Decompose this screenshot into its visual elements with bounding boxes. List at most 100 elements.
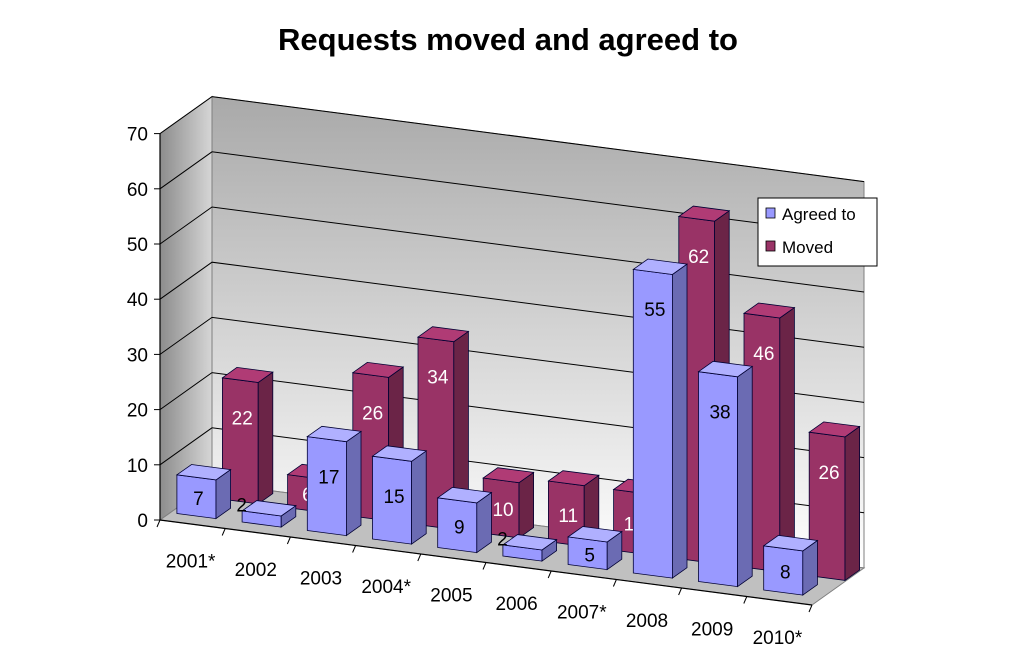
bar-top [221,366,274,383]
bar-top [808,421,861,438]
bar [808,421,861,582]
bar [175,464,232,520]
data-label: 34 [427,368,449,389]
bar-top [697,360,754,378]
bar-side [672,263,688,579]
legend: Agreed to Moved [757,197,878,267]
y-tick-label: 0 [137,511,148,532]
legend-box [757,197,878,267]
x-tick-mark [612,579,617,587]
y-tick-label: 60 [127,180,148,201]
chart-title: Requests moved and agreed to [278,22,738,57]
bar [221,366,274,505]
data-label: 2 [497,530,508,551]
data-label: 7 [193,489,204,510]
bar [436,486,493,554]
bar-top [501,534,558,551]
bar-side [345,430,362,537]
x-tick-mark [417,553,422,562]
bar-top [371,445,428,462]
bar-top [241,500,297,517]
bars: 226263410111162462672171592555388 [175,205,861,596]
bar [697,360,754,588]
y-tick-label: 40 [127,290,148,311]
x-category-label: 2005 [430,585,472,606]
bar [416,326,470,531]
legend-swatch [765,207,776,219]
x-category-label: 2002 [235,560,277,581]
data-label: 15 [383,487,404,508]
x-tick-mark [547,570,552,579]
x-category-label: 2006 [495,594,537,615]
bar-top [742,302,796,319]
bar-top [762,534,819,552]
y-tick-label: 10 [127,456,148,477]
bar-side [779,306,795,573]
data-label: 55 [644,300,665,321]
x-tick-mark [482,562,487,570]
data-label: 22 [232,408,253,429]
x-category-label: 2008 [626,611,668,632]
data-label: 46 [753,344,774,365]
y-tick-label: 70 [127,125,148,146]
bar [547,470,600,548]
x-category-label: 2010* [753,628,803,649]
x-category-label: 2007* [557,602,607,623]
bar-top [547,470,600,487]
bar-side [737,365,753,588]
bar-side [844,425,860,582]
gridline [159,151,865,238]
bar [371,445,428,545]
legend-label: Agreed to [782,205,856,224]
y-tick-label: 20 [127,401,148,422]
x-tick-mark [808,604,813,613]
bar [482,467,535,539]
bar-top [677,205,731,222]
data-label: 38 [709,402,730,423]
bar-top [482,467,535,484]
bar-top [351,361,405,378]
side-wall [159,95,213,521]
bar [501,534,558,562]
bar-top [567,526,623,543]
data-label: 62 [688,247,709,268]
bar [632,258,689,579]
bar-top [436,486,493,504]
x-tick-mark [156,519,161,528]
bar-side [518,471,534,539]
y-tick-label: 30 [127,345,148,366]
x-tick-mark [743,596,748,604]
x-category-label: 2009 [691,619,733,640]
bar-top [175,464,232,481]
bar [742,302,796,573]
bar [762,534,819,596]
data-label: 11 [558,506,578,527]
data-label: 5 [584,545,595,566]
y-tick-label: 50 [127,235,148,256]
x-tick-mark [286,536,291,545]
data-label: 17 [318,467,339,488]
bar-top [306,425,363,443]
data-label: 26 [818,463,839,484]
bar [306,425,363,537]
bar [567,526,623,571]
data-label: 9 [454,517,465,538]
x-category-label: 2001* [166,551,216,572]
legend-label: Moved [782,238,833,257]
bar-side [257,371,274,505]
bar [241,500,297,528]
x-category-label: 2003 [300,568,342,589]
x-tick-mark [221,528,226,536]
gridline [159,96,865,183]
axes: 0 10 20 30 40 50 60 70 2001* 2002 2003 2004* 2005 200… [127,125,813,649]
data-label: 8 [780,563,791,584]
bar-side [411,450,427,545]
data-label: 26 [362,403,383,424]
bar-top [632,258,689,275]
x-category-label: 2004* [361,577,411,598]
data-label: 2 [236,496,247,517]
x-tick-mark [678,587,683,596]
legend-swatch [765,240,776,252]
x-tick-mark [352,545,357,553]
